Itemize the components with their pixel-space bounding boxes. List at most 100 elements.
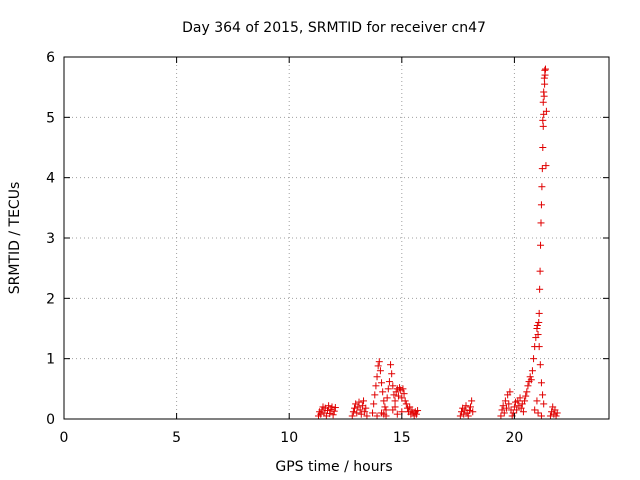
- data-point: [542, 107, 550, 115]
- data-point: [326, 410, 334, 418]
- data-point: [530, 355, 538, 363]
- x-tick-label-0: 0: [60, 430, 69, 446]
- data-point: [552, 412, 560, 420]
- y-tick-label-2: 2: [46, 291, 55, 307]
- data-point: [394, 392, 402, 400]
- data-point: [500, 409, 508, 417]
- data-point: [517, 404, 525, 412]
- data-point: [540, 400, 548, 408]
- data-point: [539, 144, 547, 151]
- data-point: [408, 406, 416, 414]
- data-point: [414, 407, 422, 415]
- data-point: [540, 74, 548, 82]
- data-point: [388, 370, 396, 378]
- data-point: [362, 404, 370, 412]
- data-point: [348, 412, 356, 420]
- data-point: [538, 165, 546, 173]
- data-point: [384, 385, 392, 393]
- data-point: [361, 408, 369, 416]
- data-point: [522, 392, 530, 400]
- data-point: [537, 241, 545, 249]
- data-point: [526, 373, 534, 381]
- data-point: [505, 400, 513, 408]
- x-tick-label-10: 10: [280, 430, 298, 446]
- data-point: [465, 407, 473, 415]
- data-point: [369, 409, 377, 417]
- data-point: [535, 309, 543, 317]
- x-tick-label-20: 20: [505, 430, 523, 446]
- data-point: [524, 382, 532, 390]
- y-axis-label: SRMTID / TECUs: [7, 182, 23, 295]
- data-point: [380, 397, 388, 405]
- data-point: [531, 406, 539, 414]
- data-point: [528, 367, 536, 375]
- grid: [64, 57, 609, 419]
- data-point: [506, 388, 514, 396]
- x-axis-label: GPS time / hours: [275, 459, 392, 475]
- data-point: [540, 88, 548, 96]
- data-point: [328, 403, 336, 411]
- data-point: [392, 388, 400, 396]
- y-tick-label-0: 0: [46, 412, 55, 428]
- data-point: [537, 412, 545, 420]
- data-point: [541, 65, 549, 73]
- data-point: [466, 403, 474, 411]
- data-point: [381, 403, 389, 411]
- data-point: [462, 402, 470, 410]
- data-point: [372, 382, 380, 390]
- data-point: [371, 391, 379, 399]
- data-point: [534, 409, 542, 417]
- data-point: [541, 66, 549, 74]
- data-point: [378, 379, 386, 387]
- data-point: [356, 406, 364, 414]
- data-point: [533, 321, 541, 329]
- data-point: [385, 378, 393, 386]
- data-series-srmtid: [314, 65, 561, 420]
- data-point: [542, 162, 550, 170]
- data-point: [469, 408, 477, 416]
- data-point: [400, 390, 408, 398]
- x-tick-label-5: 5: [172, 430, 181, 446]
- y-tick-label-4: 4: [46, 171, 55, 187]
- data-point: [363, 412, 371, 420]
- data-point: [360, 397, 368, 405]
- chart-title: Day 364 of 2015, SRMTID for receiver cn4…: [182, 20, 486, 36]
- data-point: [393, 410, 401, 418]
- data-point: [401, 397, 409, 405]
- data-point: [329, 411, 337, 419]
- data-point: [331, 404, 339, 412]
- data-point: [535, 318, 543, 326]
- data-point: [391, 403, 399, 411]
- data-point: [330, 407, 338, 415]
- data-point: [509, 409, 517, 417]
- data-point: [456, 412, 464, 420]
- y-tick-label-6: 6: [46, 50, 55, 66]
- data-point: [351, 404, 359, 412]
- data-point: [464, 412, 472, 420]
- data-point: [497, 412, 505, 420]
- y-tick-label-5: 5: [46, 110, 55, 126]
- data-point: [460, 410, 468, 418]
- data-point: [402, 400, 410, 408]
- data-point: [541, 80, 549, 88]
- data-point: [539, 391, 547, 399]
- data-point: [398, 394, 406, 402]
- data-point: [349, 408, 357, 416]
- data-point: [553, 409, 561, 417]
- data-point: [513, 406, 521, 414]
- data-point: [501, 397, 509, 405]
- y-tick-label-1: 1: [46, 352, 55, 368]
- data-point: [537, 201, 545, 209]
- data-point: [533, 397, 541, 405]
- data-point: [375, 358, 383, 366]
- data-point: [387, 361, 395, 369]
- data-point: [355, 398, 363, 406]
- data-point: [374, 362, 382, 370]
- data-point: [516, 394, 524, 402]
- data-point: [536, 267, 544, 275]
- data-point: [370, 400, 378, 408]
- data-point: [527, 376, 535, 384]
- data-point: [412, 410, 420, 418]
- data-point: [539, 116, 547, 124]
